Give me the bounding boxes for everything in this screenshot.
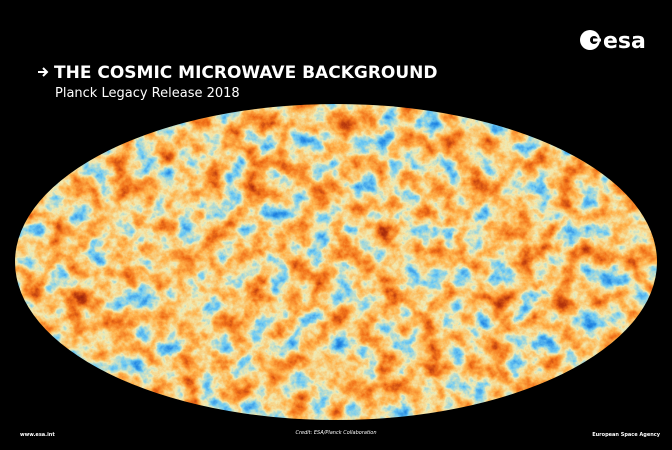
- footer-left: www.esa.int: [20, 432, 55, 438]
- sky-map: [15, 104, 657, 420]
- footer-credit: Credit: ESA/Planck Collaboration: [295, 430, 376, 436]
- subtitle: Planck Legacy Release 2018: [55, 86, 240, 101]
- cmb-texture: [15, 104, 657, 420]
- footer-right: European Space Agency: [592, 432, 661, 438]
- logo-text: esa: [603, 29, 646, 54]
- title: THE COSMIC MICROWAVE BACKGROUND: [54, 63, 438, 83]
- title-arrow: [38, 67, 49, 77]
- logo-icon-bar: [593, 38, 601, 42]
- esa-logo: esa: [580, 29, 646, 54]
